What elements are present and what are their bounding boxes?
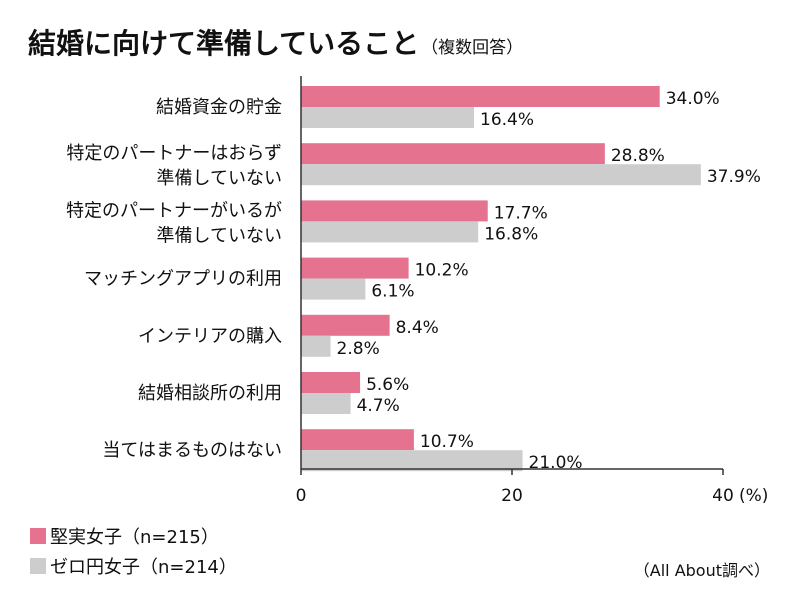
bar-series2 <box>301 221 479 243</box>
bar-series1 <box>301 372 361 393</box>
bar-series2 <box>301 393 351 414</box>
chart-title: 結婚に向けて準備していること （複数回答） <box>28 22 523 62</box>
category-label-line: 特定のパートナーはおらず <box>66 143 282 164</box>
bar-series1 <box>301 429 414 451</box>
data-label-series2: 4.7% <box>357 396 400 416</box>
category-label: 特定のパートナーはおらず準備していない <box>66 143 282 189</box>
data-label-series2: 37.9% <box>707 167 761 187</box>
data-label-series2: 16.8% <box>484 224 538 244</box>
data-label-series1: 17.7% <box>494 203 548 223</box>
category-label: 結婚資金の貯金 <box>156 97 282 118</box>
bar-series1 <box>301 200 488 222</box>
category-label: マッチングアプリの利用 <box>84 269 282 290</box>
source-note: （All About調べ） <box>633 561 770 580</box>
bar-series2 <box>301 278 366 300</box>
category-label-line: 準備していない <box>157 168 282 189</box>
legend-label-series2: ゼロ円女子（n=214） <box>50 557 237 578</box>
data-label-series2: 21.0% <box>529 453 583 473</box>
category-label-line: 特定のパートナーがいるが <box>66 200 282 221</box>
data-label-series2: 2.8% <box>337 339 380 359</box>
x-tick-label: 20 <box>501 486 523 506</box>
legend-label-series1: 堅実女子（n=215） <box>50 527 219 548</box>
data-label-series1: 10.7% <box>420 432 474 452</box>
chart-title-main: 結婚に向けて準備していること <box>28 27 420 60</box>
legend-swatch-series2 <box>30 558 46 574</box>
category-label: 当てはまるものはない <box>102 440 282 461</box>
x-tick-label: 0 <box>296 486 307 506</box>
bar-series1 <box>301 314 390 336</box>
data-label-series1: 8.4% <box>396 318 439 338</box>
data-label-series1: 34.0% <box>666 89 720 109</box>
bar-series2 <box>301 450 523 472</box>
bar-series1 <box>301 257 409 279</box>
data-label-series1: 10.2% <box>415 261 469 281</box>
data-label-series1: 28.8% <box>611 146 665 166</box>
category-label: インテリアの購入 <box>138 326 282 347</box>
chart-title-sub: （複数回答） <box>421 38 524 58</box>
x-axis-unit: (%) <box>739 486 768 506</box>
x-tick-label: 40 <box>712 486 734 506</box>
legend-item-series1: 堅実女子（n=215） <box>30 523 219 549</box>
bar-series2 <box>301 107 475 128</box>
bar-series1 <box>301 143 605 165</box>
bar-series2 <box>301 335 331 357</box>
data-label-series2: 16.4% <box>480 110 534 130</box>
category-label-line: 準備していない <box>157 225 282 246</box>
bar-series1 <box>301 86 660 107</box>
bar-series2 <box>301 164 701 186</box>
category-label: 結婚相談所の利用 <box>138 383 282 404</box>
data-label-series1: 5.6% <box>366 375 409 395</box>
legend-item-series2: ゼロ円女子（n=214） <box>30 553 237 579</box>
data-label-series2: 6.1% <box>371 282 414 302</box>
legend-swatch-series1 <box>30 528 46 544</box>
category-label: 特定のパートナーがいるが準備していない <box>66 200 282 246</box>
